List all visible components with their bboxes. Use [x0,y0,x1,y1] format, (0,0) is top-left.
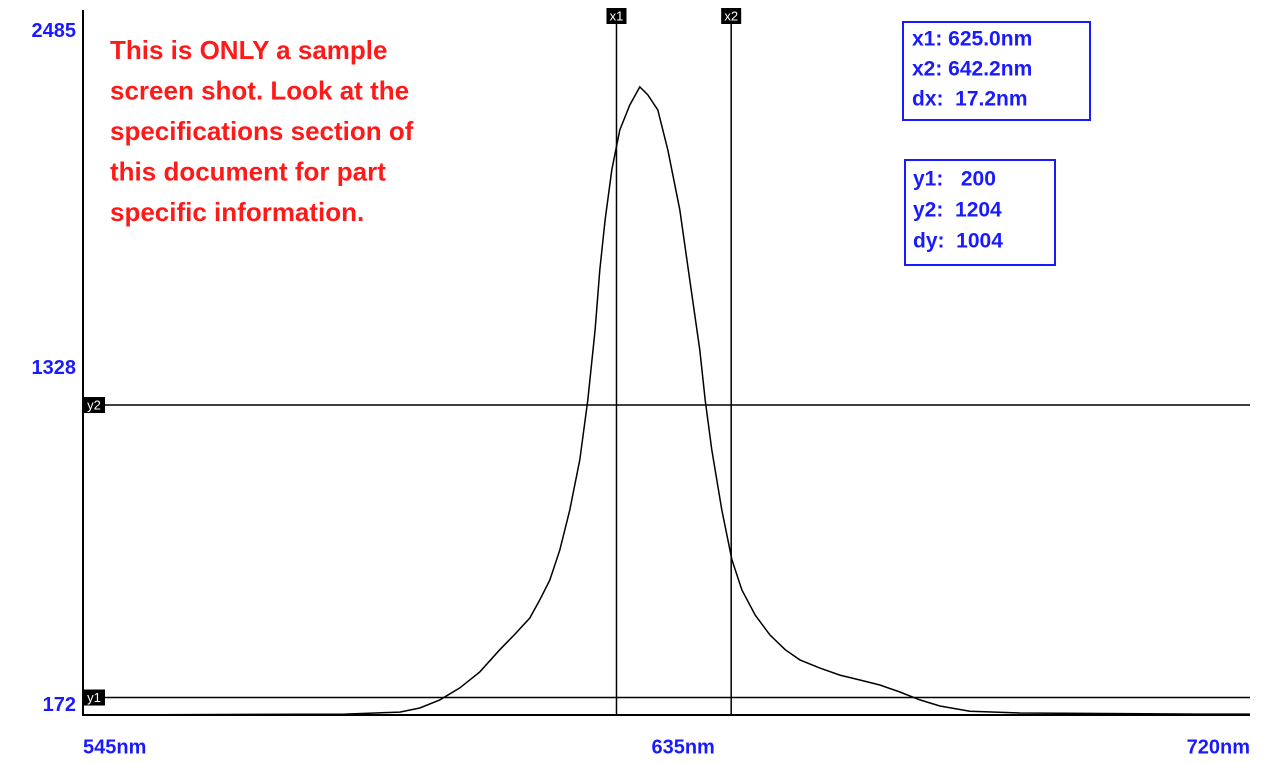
x-tick-label: 545nm [83,736,146,758]
y-readout-box [904,159,1056,266]
y-readout: dy: 1004 [913,230,1003,253]
y-tick-label: 172 [43,694,76,716]
x-readout: x1: 625.0nm [912,28,1032,51]
x-readout: x2: 642.2nm [912,58,1032,81]
y-tick-label: 1328 [32,357,77,379]
y-cursor-tag: y2 [87,397,101,412]
y-tick-label: 2485 [32,20,77,42]
x-readout-box [902,21,1091,121]
y-readout: y1: 200 [913,168,996,191]
sample-note: this document for part [110,156,386,186]
sample-note: screen shot. Look at the [110,75,409,105]
sample-note: specific information. [110,197,364,227]
x-cursor-tag: x1 [610,8,624,23]
sample-note: This is ONLY a sample [110,35,387,65]
x-cursor-tag: x2 [724,8,738,23]
y-cursor-tag: y1 [87,690,101,705]
y-readout: y2: 1204 [913,199,1002,222]
y-cursor-tag-bg [83,689,105,706]
x-cursor-tag-bg [721,8,742,24]
y-cursor-tag-bg [83,397,105,414]
x-readout: dx: 17.2nm [912,88,1028,111]
spectrum-line [82,85,1250,716]
sample-note: specifications section of [110,116,414,146]
x-tick-label: 720nm [1187,736,1250,758]
x-cursor-tag-bg [606,8,627,24]
x-tick-label: 635nm [651,736,714,758]
